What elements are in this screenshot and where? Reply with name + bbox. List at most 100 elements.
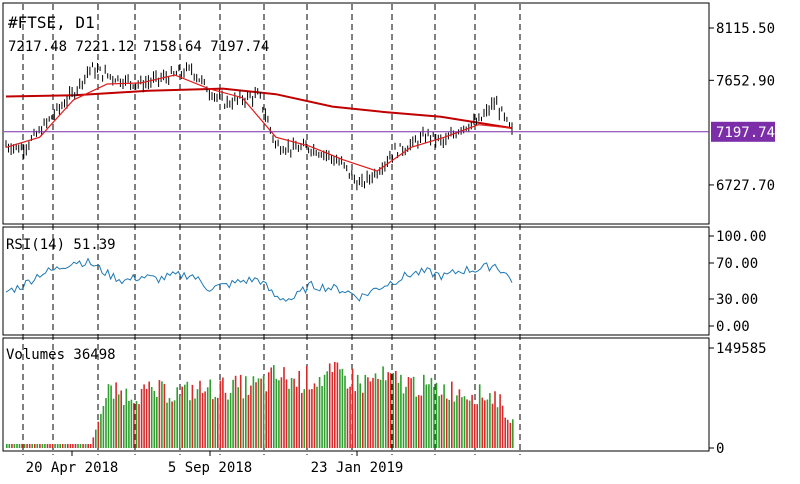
volume-bar [476,404,478,448]
ma-fast-line [5,74,513,172]
volume-bar [512,419,514,448]
volume-bar [89,444,92,448]
volume-title: Volumes 36498 [6,347,116,363]
volume-bar [346,388,349,448]
volume-bar [6,444,8,448]
volume-bar [389,373,392,448]
volume-bar [285,379,288,448]
volume-bar [173,400,176,448]
ma-fast-path [5,74,513,172]
current-price-tag-text: 7197.74 [716,125,775,141]
volume-bar [237,387,239,448]
x-tick-label: 20 Apr 2018 [26,460,119,476]
price-tick-label: 7652.90 [716,73,775,89]
volume-bar [194,398,196,448]
rsi-tick-label: 70.00 [716,256,758,272]
volume-bar [100,413,102,448]
volume-bar [130,399,133,448]
volume-bar [163,384,166,448]
volume-bar [150,387,153,448]
volume-bar [8,444,11,448]
volume-bar [214,396,217,448]
volume-bar [318,377,321,448]
volume-bar [392,372,395,448]
x-tick-label: 23 Jan 2019 [311,460,404,476]
volume-bar [23,444,26,448]
rsi-tick-label: 30.00 [716,292,758,308]
volume-bar [438,396,440,448]
volume-bar [379,379,382,448]
volume-bar [278,380,280,448]
volume-bar [301,392,303,448]
volume-bar [36,444,39,448]
volume-bar [481,397,484,448]
volume-bar [105,398,107,448]
volume-bar [448,399,450,448]
volume-bar [280,377,283,448]
volume-bar [26,444,28,448]
volume-tick-label: 149585 [716,341,767,357]
volume-bar [504,417,506,448]
volume-bar [489,393,491,448]
volume-bar [377,378,379,448]
volume-bar [374,373,377,448]
volume-bar [260,378,262,448]
volume-bar [189,400,191,448]
volume-bar [112,398,115,448]
volume-bar [425,384,428,448]
volume-bar [506,419,509,448]
volume-bar [387,372,389,448]
volume-bar [44,444,46,448]
volume-bar [491,403,494,448]
volume-bar [120,390,122,448]
volume-bar [463,396,466,448]
volume-bar [239,374,242,448]
current-price-tag [711,121,775,142]
volume-bar [166,402,168,448]
volume-bar [308,389,311,448]
volume-bar [412,376,415,448]
volume-bar [369,381,372,448]
volume-bar [461,397,463,448]
volume-bar [252,376,255,448]
volume-bar [478,384,481,448]
volume-bar [288,388,290,448]
volume-bar [298,370,300,448]
volume-bar [417,395,420,448]
volume-bar [473,404,476,448]
volume-bar [245,376,247,448]
volume-bar [339,369,341,448]
volume-bar [199,380,201,448]
volume-bar [191,384,194,448]
volume-bar [209,379,211,448]
volume-bar [501,405,504,448]
volume-bar [102,406,105,448]
volume-bar [77,444,79,448]
volume-bar [265,391,267,448]
volume-bar [326,371,328,448]
volume-bar [306,366,308,448]
volume-bar [56,444,59,448]
volume-bar [382,366,384,448]
volume-bar [34,444,36,448]
volume-bar [224,392,227,448]
volume-bar [395,371,397,448]
volume-bar [156,397,158,448]
volume-bar [158,380,161,448]
volume-bar [354,391,356,448]
volume-panel-frame [2,337,710,452]
volume-bar [331,372,334,448]
volume-bar [11,444,13,448]
volume-bar [255,382,257,448]
volume-bar [82,444,84,448]
volume-tick-label: 0 [716,441,724,457]
volume-bar [496,407,499,448]
volume-bar [397,382,400,448]
volume-bar [117,394,120,448]
rsi-tick-label: 0.00 [716,319,750,335]
volume-bar [184,384,186,448]
rsi-path [5,257,513,302]
volume-bar [39,444,41,448]
